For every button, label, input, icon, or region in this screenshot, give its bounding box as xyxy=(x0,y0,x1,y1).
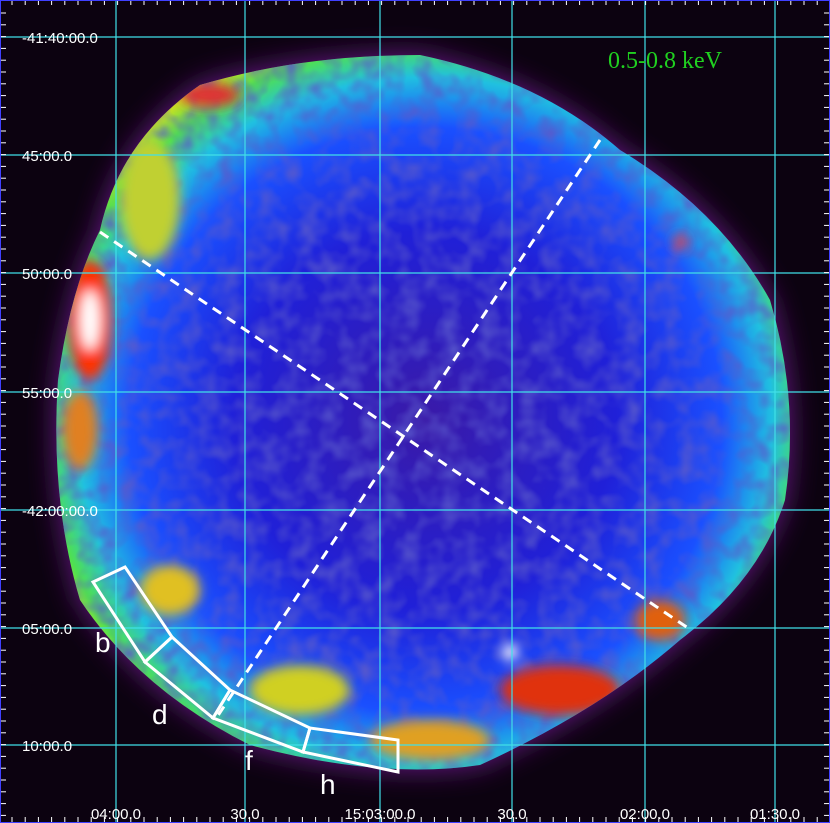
ra-label: 02:00.0 xyxy=(620,806,670,823)
band-label: 0.5-0.8 keV xyxy=(608,48,723,74)
region-label: d xyxy=(152,699,168,730)
dec-label: 10:00.0 xyxy=(22,738,72,755)
ra-label: 01:30.0 xyxy=(750,806,800,823)
ra-label: 30.0 xyxy=(230,806,259,823)
region-label: f xyxy=(245,745,253,776)
ra-label: 04:00.0 xyxy=(91,806,141,823)
dec-label: -41:40:00.0 xyxy=(22,30,98,47)
dec-label: 45:00.0 xyxy=(22,148,72,165)
region-label: b xyxy=(95,627,111,658)
regions xyxy=(90,565,400,774)
dec-label: 05:00.0 xyxy=(22,621,72,638)
ra-label: 15:03:00.0 xyxy=(345,806,416,823)
ra-label: 30.0 xyxy=(497,806,526,823)
dec-label: 50:00.0 xyxy=(22,266,72,283)
profile-lines xyxy=(99,139,689,721)
dec-label: -42:00:00.0 xyxy=(22,503,98,520)
region-label: h xyxy=(320,769,336,800)
dec-label: 55:00.0 xyxy=(22,385,72,402)
